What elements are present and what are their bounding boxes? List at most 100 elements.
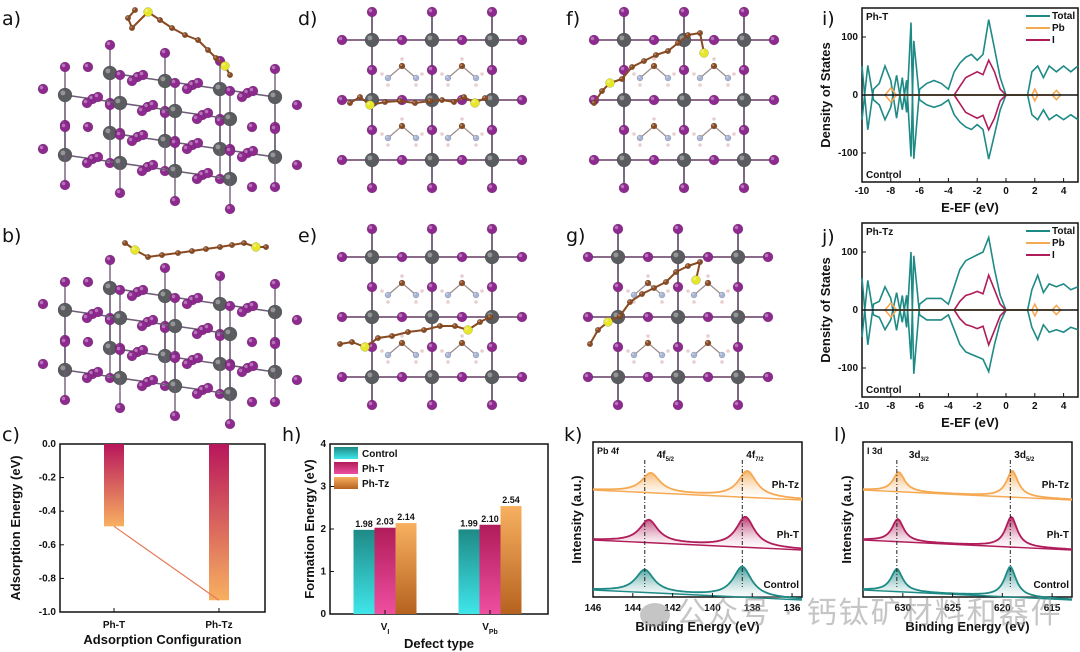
connector-line — [113, 525, 220, 601]
iodine-atom — [92, 366, 104, 378]
carbon-atom — [128, 24, 136, 32]
iodine-atom — [426, 64, 438, 76]
carbon-atom — [436, 322, 444, 330]
iodine-atom-highlight — [161, 264, 166, 269]
carbon-atom — [381, 98, 389, 106]
legend-swatch — [334, 447, 358, 459]
carbon-atom — [168, 24, 176, 32]
iodine-atom-highlight — [271, 398, 276, 403]
iodine-atom-highlight — [189, 296, 193, 301]
iodine-atom — [59, 179, 71, 191]
fa-atom — [690, 351, 698, 359]
hydrogen-atom — [652, 57, 656, 61]
fa-atom-highlight — [646, 341, 649, 344]
lead-atom — [364, 309, 380, 325]
fa-bond — [401, 65, 417, 79]
lead-atom — [676, 152, 692, 168]
fa-atom-highlight — [460, 64, 463, 67]
legend-label: Ph-T — [362, 464, 384, 475]
fa-atom — [412, 74, 420, 82]
lead-atom — [112, 310, 128, 326]
iodine-atom-highlight — [83, 374, 88, 379]
carbon-atom-highlight — [600, 89, 603, 92]
carbon-atom-highlight — [348, 101, 351, 104]
carbon-atom — [594, 326, 602, 334]
iodine-atom — [612, 341, 624, 353]
sulfur-atom-highlight — [367, 102, 371, 106]
iodine-atom-highlight — [338, 96, 343, 101]
carbon-atom-highlight — [406, 330, 409, 333]
iodine-atom-highlight — [94, 153, 99, 158]
iodine-atom — [126, 75, 138, 87]
x-axis-title: E-EF (eV) — [941, 415, 999, 430]
iodine-atom-highlight — [488, 283, 493, 288]
iodine-atom-highlight — [193, 115, 198, 120]
carbon-atom — [374, 334, 382, 342]
carbon-atom-highlight — [133, 8, 136, 11]
y-tick-label: 100 — [841, 247, 858, 258]
iodine-atom-highlight — [710, 156, 715, 161]
iodine-atom — [366, 182, 378, 194]
fa-atom — [444, 291, 452, 299]
carbon-atom-highlight — [462, 95, 465, 98]
watermark: 公众号 · 钙钛矿材料和器件 — [640, 588, 1063, 632]
iodine-atom-highlight — [134, 73, 138, 78]
series-ph-tz-fill — [863, 470, 1072, 500]
baseline-control — [592, 589, 803, 601]
fa-bond — [447, 65, 463, 79]
iodine-atom — [137, 129, 149, 141]
iodine-atom-highlight — [106, 41, 111, 46]
lead-atom-highlight — [487, 372, 493, 378]
hydrogen-atom — [652, 117, 656, 121]
carbon-atom-highlight — [698, 31, 701, 34]
iodine-atom-highlight — [61, 181, 66, 186]
iodine-atom-highlight — [368, 126, 373, 131]
sulfur-atom-highlight — [362, 344, 366, 348]
iodine-atom — [486, 124, 498, 136]
fa-bond — [461, 65, 477, 79]
y-tick-label: 4 — [320, 439, 326, 450]
iodine-atom-highlight — [199, 386, 203, 391]
panel-label-a: a) — [2, 8, 22, 30]
iodine-atom — [159, 47, 171, 59]
series-control — [593, 565, 803, 600]
x-tick-label: Ph-T — [103, 620, 125, 631]
iodine-atom-highlight — [238, 93, 243, 98]
iodine-atom — [92, 91, 104, 103]
lead-atom-highlight — [673, 312, 679, 318]
fa-atom-highlight — [712, 64, 715, 67]
carbon-atom-highlight — [183, 33, 186, 36]
iodine-atom-highlight — [83, 314, 88, 319]
lead-atom — [616, 152, 632, 168]
iodine-atom — [456, 154, 468, 166]
iodine-atom — [169, 352, 181, 364]
lead-atom — [364, 152, 380, 168]
structure-e-top-view — [336, 223, 528, 411]
fa-atom-highlight — [400, 281, 403, 284]
hydrogen-atom — [420, 289, 424, 293]
hydrogen-atom — [666, 143, 670, 147]
fa-atom-highlight — [474, 76, 477, 79]
carbon-atom — [460, 93, 468, 101]
iodine-atom-highlight — [144, 103, 148, 108]
fa-bond — [461, 282, 477, 296]
panel-label-i: i) — [822, 8, 835, 30]
annotation-bottom: Control — [866, 170, 902, 181]
iodine-atom — [672, 341, 684, 353]
lead-atom-highlight — [170, 321, 176, 327]
panel-label-b: b) — [2, 225, 22, 247]
iodine-atom — [224, 203, 236, 215]
carbon-atom — [194, 36, 202, 44]
carbon-atom-highlight — [620, 77, 623, 80]
lead-atom-highlight — [487, 155, 493, 161]
iodine-atom-highlight — [770, 36, 775, 41]
iodine-atom-highlight — [189, 356, 193, 361]
sulfur-atom — [251, 242, 261, 252]
carbon-atom-highlight — [358, 95, 361, 98]
fa-atom — [384, 291, 392, 299]
iodine-atom-highlight — [84, 278, 89, 283]
lead-atom-highlight — [367, 252, 373, 258]
annotation-bottom: Control — [866, 385, 902, 396]
fa-atom-highlight — [726, 76, 729, 79]
y-axis-title: Density of States — [818, 42, 833, 147]
